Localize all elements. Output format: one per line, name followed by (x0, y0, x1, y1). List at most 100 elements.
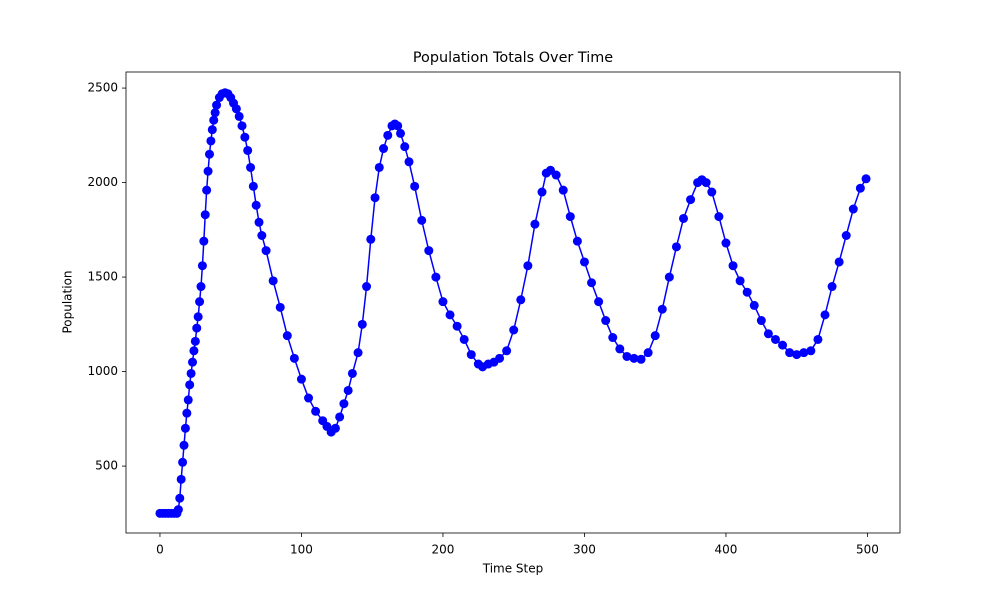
marker (806, 346, 816, 356)
marker (182, 408, 192, 418)
marker (209, 115, 219, 125)
marker (210, 108, 220, 118)
marker (196, 282, 206, 292)
marker (417, 215, 427, 225)
marker (197, 261, 207, 271)
marker (206, 136, 216, 146)
marker (622, 351, 632, 361)
marker (186, 368, 196, 378)
marker (383, 130, 393, 140)
marker (841, 230, 851, 240)
marker (671, 242, 681, 252)
marker (502, 346, 512, 356)
marker (438, 297, 448, 307)
marker (679, 213, 689, 223)
marker (410, 181, 420, 191)
marker (289, 353, 299, 363)
marker (820, 310, 830, 320)
marker (357, 319, 367, 329)
marker (735, 276, 745, 286)
marker (813, 334, 823, 344)
marker (268, 276, 278, 286)
marker (785, 348, 795, 358)
marker (362, 282, 372, 292)
marker (185, 380, 195, 390)
marker (176, 474, 186, 484)
marker (370, 193, 380, 203)
plot-area (155, 88, 871, 518)
marker (848, 204, 858, 214)
marker (861, 174, 871, 184)
marker (770, 334, 780, 344)
marker (207, 125, 217, 135)
marker (749, 300, 759, 310)
marker (200, 210, 210, 220)
marker (756, 316, 766, 326)
marker (343, 385, 353, 395)
marker (424, 246, 434, 256)
marker (192, 323, 202, 333)
x-tick-label: 500 (856, 543, 879, 557)
marker (587, 278, 597, 288)
x-tick-label: 200 (432, 543, 455, 557)
marker (721, 238, 731, 248)
marker (199, 236, 209, 246)
marker (195, 297, 205, 307)
marker (608, 333, 618, 343)
marker (248, 181, 258, 191)
y-tick-label: 2500 (87, 81, 118, 95)
marker (296, 374, 306, 384)
marker (495, 353, 505, 363)
y-tick-label: 500 (95, 459, 118, 473)
y-tick-label: 1000 (87, 364, 118, 378)
x-axis-label: Time Step (482, 562, 544, 576)
marker (183, 395, 193, 405)
marker (330, 423, 340, 433)
marker (452, 321, 462, 331)
marker (275, 302, 285, 312)
marker (657, 304, 667, 314)
marker (664, 272, 674, 282)
marker (742, 287, 752, 297)
marker (193, 312, 203, 322)
marker (707, 187, 717, 197)
marker (701, 178, 711, 188)
marker (396, 128, 406, 138)
marker (204, 149, 214, 159)
marker (246, 162, 256, 172)
marker (234, 111, 244, 121)
y-axis-label: Population (61, 270, 75, 333)
marker (237, 121, 247, 131)
marker (537, 187, 547, 197)
marker (834, 257, 844, 267)
marker (347, 368, 357, 378)
marker (240, 132, 250, 142)
marker (523, 261, 533, 271)
marker (728, 261, 738, 271)
marker (572, 236, 582, 246)
marker (827, 282, 837, 292)
marker (466, 350, 476, 360)
marker (650, 331, 660, 341)
marker (636, 354, 646, 364)
marker (601, 316, 611, 326)
marker (203, 166, 213, 176)
marker (353, 348, 363, 358)
marker (530, 219, 540, 229)
marker (379, 144, 389, 154)
marker (855, 183, 865, 193)
marker (188, 357, 198, 367)
marker (445, 310, 455, 320)
x-tick-label: 100 (290, 543, 313, 557)
y-tick-label: 1500 (87, 270, 118, 284)
marker (175, 493, 185, 503)
marker (629, 353, 639, 363)
marker (615, 344, 625, 354)
marker (243, 145, 253, 155)
marker (686, 195, 696, 205)
marker (763, 329, 773, 339)
marker (799, 348, 809, 358)
marker (374, 162, 384, 172)
line (159, 92, 867, 515)
